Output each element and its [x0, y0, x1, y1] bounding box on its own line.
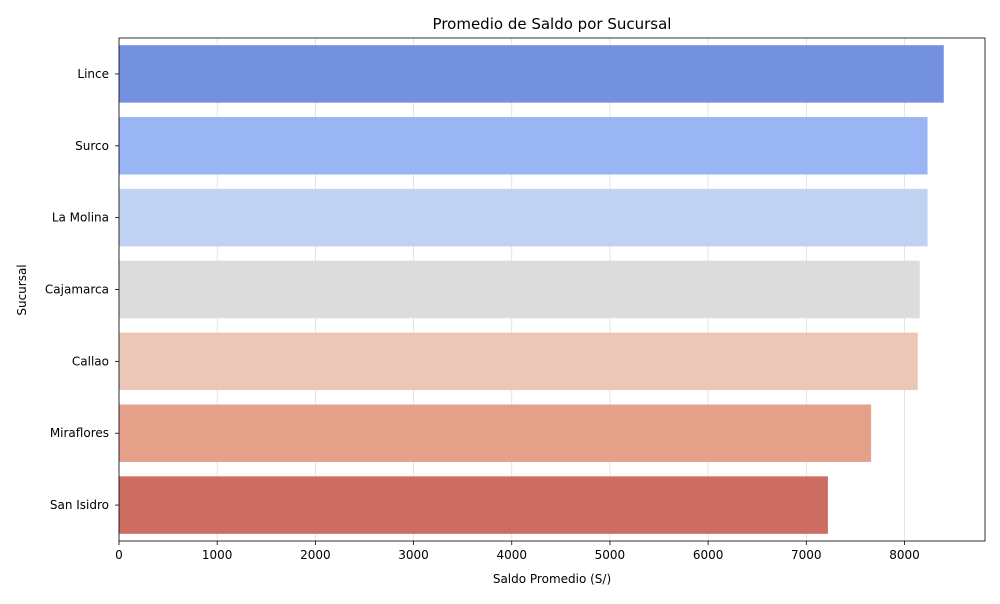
bar-miraflores: [119, 404, 872, 462]
x-tick-label: 6000: [693, 548, 724, 562]
bars: [119, 45, 944, 534]
bar-la-molina: [119, 188, 928, 247]
y-tick-label: Lince: [77, 67, 109, 81]
y-tick-label: Miraflores: [50, 426, 109, 440]
x-tick-label: 0: [115, 548, 123, 562]
x-tick-label: 5000: [595, 548, 626, 562]
bar-cajamarca: [119, 260, 920, 319]
y-tick-label: Cajamarca: [45, 283, 109, 297]
x-tick-label: 4000: [496, 548, 527, 562]
bar-callao: [119, 332, 918, 391]
x-tick-label: 1000: [202, 548, 233, 562]
y-tick-label: Callao: [72, 354, 109, 368]
chart-title: Promedio de Saldo por Sucursal: [433, 15, 672, 33]
x-tick-label: 2000: [300, 548, 331, 562]
axes: Lince Surco La Molina Cajamarca Callao Mirafl…: [45, 37, 986, 562]
y-tick-label: La Molina: [52, 211, 109, 225]
bar-lince: [119, 45, 944, 103]
x-axis-label: Saldo Promedio (S/): [493, 572, 611, 586]
plot-frame: [118, 37, 986, 542]
x-tick-label: 7000: [791, 548, 822, 562]
y-axis-label: Sucursal: [15, 264, 29, 315]
bar-surco: [119, 117, 928, 175]
x-tick-label: 8000: [889, 548, 920, 562]
y-tick-label: Surco: [75, 139, 109, 153]
bar-san-isidro: [119, 476, 828, 534]
x-tick-label: 3000: [398, 548, 429, 562]
y-tick-label: San Isidro: [50, 498, 109, 512]
